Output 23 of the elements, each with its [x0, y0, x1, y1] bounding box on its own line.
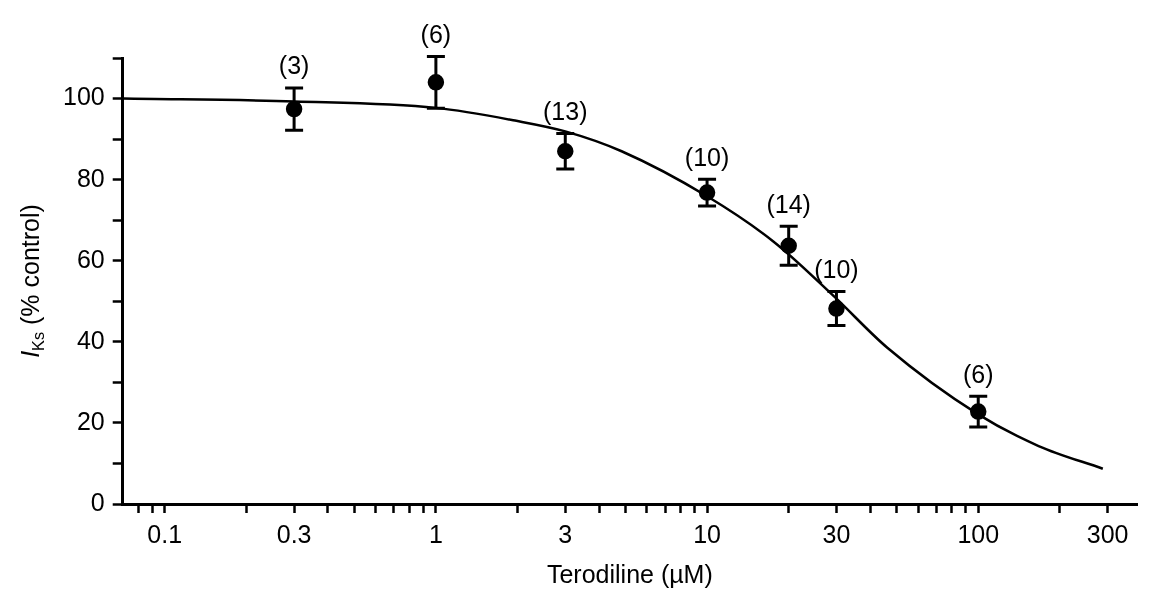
y-tick-label: 0: [90, 487, 105, 516]
x-tick-label: 100: [957, 519, 1000, 548]
x-tick-label: 30: [822, 519, 851, 548]
y-tick-label: 80: [76, 163, 105, 192]
annotation: (3): [278, 51, 310, 80]
y-tick-label: 40: [76, 325, 105, 354]
y-axis-title: IKs (% control): [15, 204, 47, 358]
x-tick-label: 0.3: [276, 519, 312, 548]
x-axis-title: Terodiline (µM): [546, 559, 713, 588]
x-tick-label: 1: [428, 519, 443, 548]
annotation: (14): [766, 189, 811, 218]
annotation: (6): [420, 19, 452, 48]
annotation: (6): [962, 359, 994, 388]
x-tick-label: 10: [693, 519, 721, 548]
x-tick-label: 300: [1086, 519, 1129, 548]
annotation: (10): [684, 142, 730, 171]
x-tick-label: 0.1: [147, 519, 183, 548]
y-tick-label: 60: [76, 244, 105, 273]
annotation: (10): [814, 254, 859, 283]
x-tick-label: 3: [558, 519, 573, 548]
y-tick-label: 100: [62, 82, 105, 111]
annotation: (13): [543, 96, 588, 125]
y-tick-label: 20: [76, 406, 105, 435]
